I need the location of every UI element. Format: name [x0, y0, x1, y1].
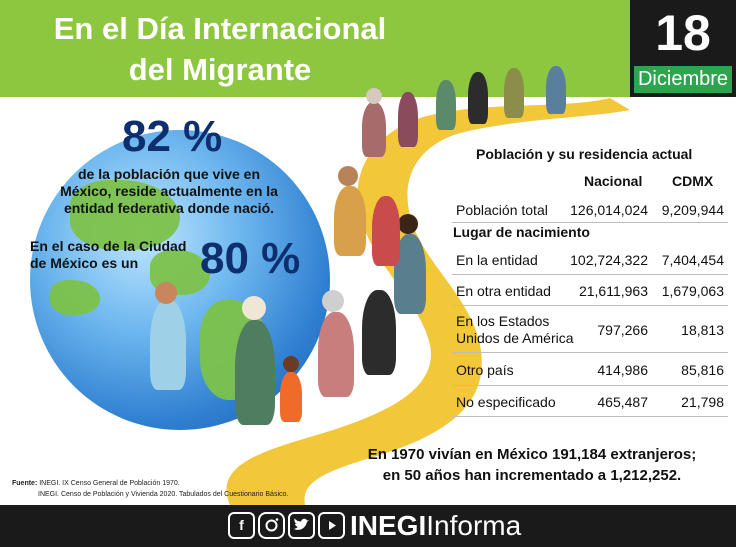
row-cdmx: 9,209,944 — [661, 202, 724, 218]
text-cdmx: En el caso de la Ciudad de México es un — [30, 238, 230, 272]
footnote-line-1: En 1970 vivían en México 191,184 extranj… — [367, 446, 697, 463]
person-4 — [318, 312, 354, 397]
person-13 — [504, 68, 524, 118]
row-label: En la entidad — [456, 252, 538, 268]
source-line-2: INEGI. Censo de Población y Vivienda 202… — [38, 491, 289, 498]
text-cdmx-line-2: de México es un — [30, 255, 139, 271]
table-row: Otro país 414,986 85,816 — [452, 355, 728, 386]
person-7-head — [338, 166, 358, 186]
row-cdmx: 85,816 — [681, 362, 724, 378]
person-2-head — [242, 296, 266, 320]
person-14 — [546, 66, 566, 114]
twitter-icon[interactable] — [288, 512, 315, 539]
inegi-brand-logo: INEGIInforma — [350, 509, 521, 543]
person-8 — [372, 196, 400, 266]
footnote-line-2: en 50 años han incrementado a 1,212,252. — [382, 467, 682, 484]
row-label: Otro país — [456, 362, 514, 378]
person-12 — [468, 72, 488, 124]
brand-bold: INEGI — [350, 510, 427, 541]
row-nacional: 21,611,963 — [578, 283, 648, 299]
col-header-nacional: Nacional — [584, 173, 643, 189]
person-3-head — [283, 356, 299, 372]
land-north-america — [70, 180, 180, 250]
source-note: Fuente: INEGI. IX Censo General de Pobla… — [12, 478, 288, 500]
pct-country: 82 % — [122, 112, 223, 161]
row-cdmx: 7,404,454 — [661, 252, 724, 268]
person-1-head — [155, 282, 177, 304]
date-box: 18 Diciembre — [630, 0, 736, 97]
row-cdmx: 1,679,063 — [661, 283, 724, 299]
footnote: En 1970 vivían en México 191,184 extranj… — [332, 444, 732, 486]
date-day: 18 — [655, 5, 711, 61]
row-label-line-1: En los Estados — [456, 313, 550, 329]
table-row: En otra entidad 21,611,963 1,679,063 — [452, 277, 728, 306]
text-country: de la población que vive en México, resi… — [44, 166, 294, 217]
table-row: En los Estados Unidos de América 797,266… — [452, 308, 728, 353]
table-row: En la entidad 102,724,322 7,404,454 — [452, 247, 728, 275]
row-cdmx: 21,798 — [681, 394, 724, 410]
row-label: Población total — [456, 202, 548, 218]
youtube-icon[interactable] — [318, 512, 345, 539]
land-islands — [50, 280, 100, 315]
text-country-line-1: de la población que vive en — [77, 166, 261, 182]
row-nacional: 465,487 — [597, 394, 648, 410]
person-7 — [334, 186, 366, 256]
col-header-cdmx: CDMX — [672, 173, 714, 189]
footer-bar — [0, 505, 736, 547]
title-line-2: del Migrante — [128, 52, 312, 87]
person-9 — [362, 102, 386, 157]
row-cdmx: 18,813 — [681, 322, 724, 338]
instagram-icon[interactable] — [258, 512, 285, 539]
path-shape — [226, 98, 630, 505]
pct-cdmx: 80 % — [200, 234, 301, 283]
header-banner — [0, 0, 630, 97]
row-label: No especificado — [456, 394, 556, 410]
person-2 — [235, 320, 275, 425]
person-10 — [398, 92, 418, 147]
row-nacional: 126,014,024 — [570, 202, 648, 218]
row-label: En los Estados Unidos de América — [456, 313, 574, 347]
text-country-line-2: México, reside actualmente en la — [60, 183, 278, 199]
row-nacional: 414,986 — [597, 362, 648, 378]
person-4-head — [322, 290, 344, 312]
row-label: En otra entidad — [456, 283, 551, 299]
row-nacional: 797,266 — [597, 322, 648, 338]
source-label: Fuente: — [12, 480, 38, 487]
date-month: Diciembre — [634, 66, 732, 93]
table-row-total: Población total 126,014,024 9,209,944 — [452, 198, 728, 223]
person-6-head — [398, 214, 418, 234]
section-label-birthplace: Lugar de nacimiento — [453, 224, 590, 240]
row-nacional: 102,724,322 — [570, 252, 648, 268]
title-line-1: En el Día Internacional — [53, 11, 387, 46]
table-title: Población y su residencia actual — [476, 146, 693, 162]
page-title: En el Día Internacional del Migrante — [20, 8, 420, 90]
person-3 — [280, 372, 302, 422]
row-label-line-2: Unidos de América — [456, 330, 574, 346]
person-11 — [436, 80, 456, 130]
person-1 — [150, 300, 186, 390]
text-country-line-3: entidad federativa donde nació. — [63, 200, 275, 216]
text-cdmx-line-1: En el caso de la Ciudad — [30, 238, 187, 254]
brand-light: Informa — [426, 510, 522, 541]
source-line-1: INEGI. IX Censo General de Población 197… — [39, 480, 180, 487]
person-5 — [362, 290, 396, 375]
table-row: No especificado 465,487 21,798 — [452, 388, 728, 417]
facebook-icon[interactable]: f — [228, 512, 255, 539]
person-9-head — [366, 88, 382, 104]
